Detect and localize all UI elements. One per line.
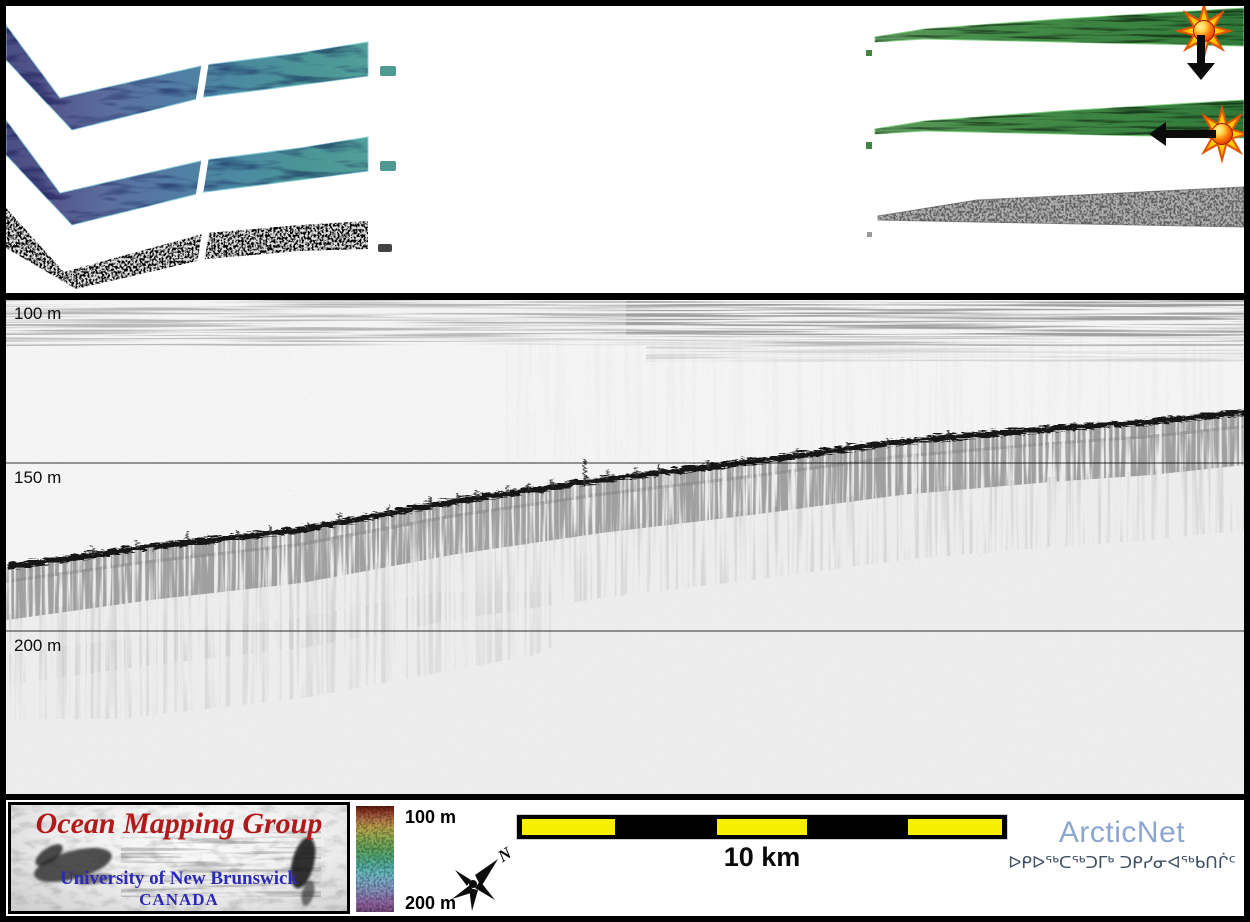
omg-logo-artwork: [11, 805, 347, 911]
echogram-plot: [6, 300, 1244, 794]
scale-bar: [517, 815, 1007, 839]
seabed-spikes: [89, 423, 1048, 553]
arcticnet-inuktitut: ᐅᑭᐅᖅᑕᖅᑐᒥᒃ ᑐᑭᓯᓂᐊᖅᑲᑎᒌᑦ: [1008, 853, 1236, 873]
sun-illumination-icon-left: [1149, 107, 1244, 161]
colorbar-label-bottom: 200 m: [405, 893, 457, 913]
omg-university: University of New Brunswick: [59, 868, 299, 889]
backscatter-strip: [6, 208, 392, 289]
subbottom-scatter: [6, 412, 1244, 735]
bathymetry-strip-2: [6, 119, 396, 226]
north-arrow-icon: [452, 859, 498, 911]
scale-bar-segment: [908, 819, 1002, 835]
depth-label-200: 200 m: [14, 636, 62, 655]
scale-bar-segment: [717, 819, 807, 835]
colorbar-label-top: 100 m: [405, 807, 457, 827]
seabed-reflector: [6, 407, 1244, 568]
omg-country: CANADA: [139, 890, 219, 909]
arrow-left-icon: [1149, 122, 1216, 146]
depth-label-100: 100 m: [14, 304, 62, 323]
scale-bar-segment: [522, 819, 615, 835]
footer-bar: Ocean Mapping Group University of New Br…: [6, 800, 1244, 916]
swath-map-plot: [6, 6, 1244, 289]
north-arrow: N: [452, 843, 516, 911]
subbottom-echogram-panel: 100 m 150 m 200 m: [6, 300, 1244, 794]
depth-label-150: 150 m: [14, 468, 62, 487]
arcticnet-name: ArcticNet: [1058, 816, 1186, 849]
green-bathymetry-strip-1: [866, 7, 1244, 56]
north-label: N: [494, 843, 516, 867]
sonar-shadow-shapes: [34, 837, 316, 906]
surface-noise-right: [626, 300, 1244, 336]
bathymetry-strip-1: [6, 24, 396, 131]
swath-map-panel: [6, 6, 1244, 293]
depth-colorbar: [356, 806, 394, 912]
omg-logo: Ocean Mapping Group University of New Br…: [8, 802, 350, 914]
sun-illumination-icon-down: [1177, 6, 1231, 80]
scale-bar-label: 10 km: [723, 842, 801, 872]
omg-title: Ocean Mapping Group: [35, 807, 323, 840]
arcticnet-logo: ArcticNet ᐅᑭᐅᖅᑕᖅᑐᒥᒃ ᑐᑭᓯᓂᐊᖅᑲᑎᒌᑦ: [979, 816, 1250, 873]
green-bathymetry-strip-2: [866, 99, 1244, 149]
grey-backscatter-strip: [867, 186, 1244, 237]
arrow-down-icon: [1187, 35, 1215, 80]
